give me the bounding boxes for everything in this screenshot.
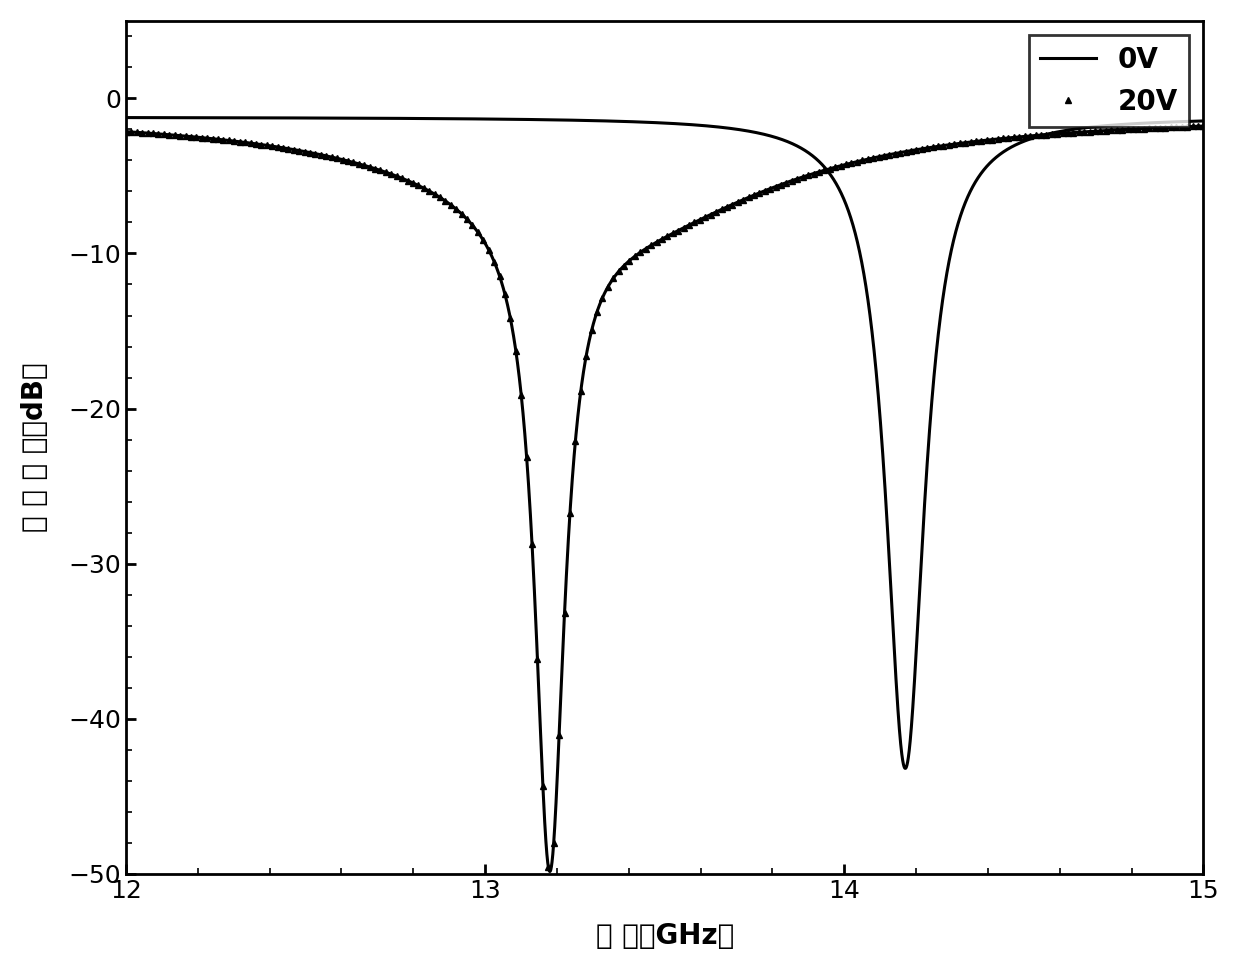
0V — [898, 762, 913, 774]
20V — [405, 177, 420, 188]
0V — [1138, 117, 1153, 129]
20V — [184, 131, 198, 143]
Y-axis label: 回 波 损 耗（dB）: 回 波 损 耗（dB） — [21, 362, 48, 532]
0V — [1195, 116, 1210, 127]
0V — [119, 112, 134, 123]
0V — [164, 112, 179, 123]
20V — [1147, 122, 1162, 134]
20V — [1110, 124, 1125, 136]
20V — [319, 151, 334, 162]
Line: 20V: 20V — [123, 122, 1207, 870]
Legend: 0V, 20V: 0V, 20V — [1029, 35, 1189, 127]
20V — [1195, 120, 1210, 132]
0V — [330, 113, 345, 124]
20V — [119, 126, 134, 138]
0V — [184, 112, 198, 123]
20V — [162, 129, 177, 141]
0V — [645, 117, 660, 128]
X-axis label: 频 率（GHz）: 频 率（GHz） — [595, 922, 734, 951]
0V — [124, 112, 139, 123]
20V — [541, 861, 556, 873]
Line: 0V: 0V — [126, 117, 1203, 768]
